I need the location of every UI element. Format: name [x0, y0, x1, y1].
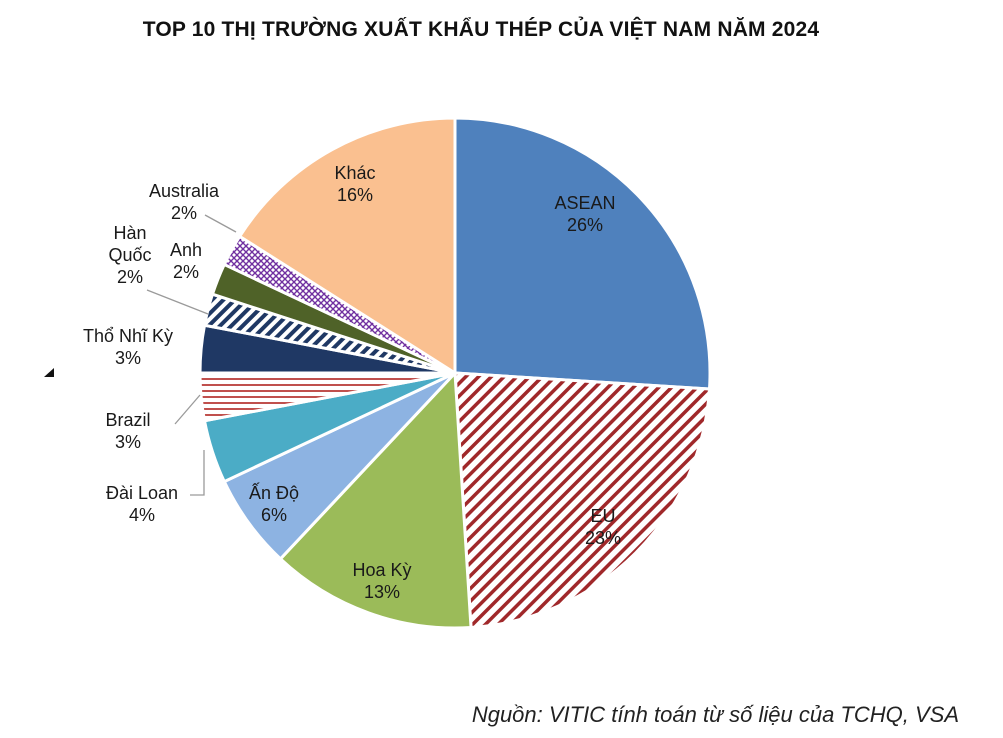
data-label-name-eu: EU [590, 506, 615, 526]
leader-line-han-quoc [146, 289, 209, 315]
leader-line-australia [204, 214, 237, 233]
data-label-name-asean: ASEAN [554, 193, 615, 213]
leader-line-dai-loan [190, 450, 205, 496]
data-label-value-asean: 26% [567, 215, 603, 235]
slice-khac [237, 116, 457, 376]
data-label-name-dai-loan: Đài Loan [106, 483, 178, 503]
data-label-value-anh: 2% [173, 262, 199, 282]
data-label-value-australia: 2% [171, 203, 197, 223]
data-label-value-an-do: 6% [261, 505, 287, 525]
data-label-name-hoa-ky: Hoa Kỳ [352, 560, 411, 580]
data-label-name-han-quoc: Quốc [108, 245, 151, 265]
data-label-name-australia: Australia [149, 181, 220, 201]
data-label-name-brazil: Brazil [105, 410, 150, 430]
data-label-name-an-do: Ấn Độ [249, 482, 299, 503]
chart-title: TOP 10 THỊ TRƯỜNG XUẤT KHẨU THÉP CỦA VIỆ… [142, 18, 820, 41]
data-label-name-khac: Khác [334, 163, 375, 183]
data-label-name-anh: Anh [170, 240, 202, 260]
slice-eu [453, 371, 712, 630]
slice-hoa-ky [278, 369, 473, 630]
marker-triangle [44, 368, 54, 377]
data-label-name-tho-nhi-ky: Thổ Nhĩ Kỳ [83, 326, 173, 346]
data-label-name-han-quoc: Hàn [113, 223, 146, 243]
data-label-value-tho-nhi-ky: 3% [115, 348, 141, 368]
data-label-value-brazil: 3% [115, 432, 141, 452]
data-label-value-dai-loan: 4% [129, 505, 155, 525]
leader-line-brazil [174, 394, 201, 425]
data-label-value-khac: 16% [337, 185, 373, 205]
source-note: Nguồn: VITIC tính toán từ số liệu của TC… [471, 702, 959, 727]
data-label-value-eu: 23% [585, 528, 621, 548]
data-label-value-hoa-ky: 13% [364, 582, 400, 602]
slice-asean [453, 116, 712, 391]
data-label-value-han-quoc: 2% [117, 267, 143, 287]
